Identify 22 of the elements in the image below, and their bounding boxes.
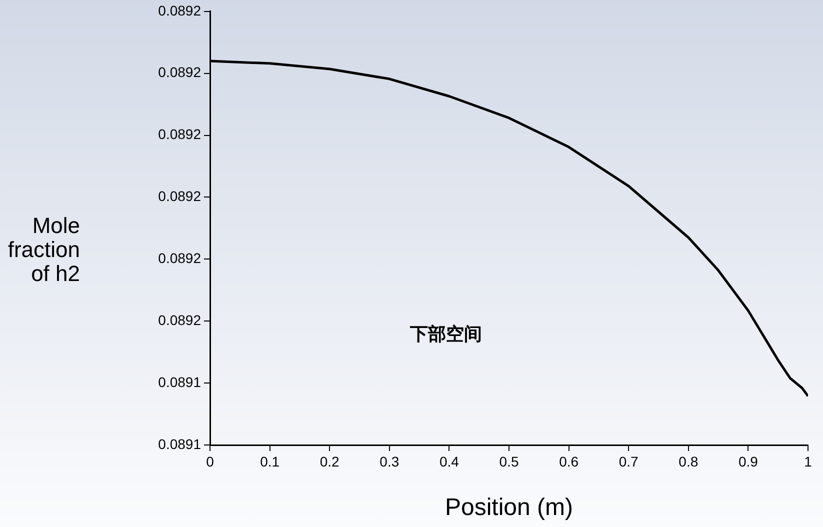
y-tick-label: 0.0891	[158, 374, 202, 390]
annotation: 下部空间	[410, 323, 482, 346]
y-tick-label: 0.0892	[158, 188, 202, 204]
y-tick-label: 0.0892	[158, 2, 202, 18]
x-tick-label: 0.8	[678, 453, 698, 470]
x-tick-label: 0.4	[439, 453, 460, 470]
y-tick-label: 0.0892	[158, 312, 202, 328]
x-tick-label: 0.1	[260, 453, 280, 470]
x-tick-label: 0.6	[559, 453, 579, 470]
y-tick-label: 0.0892	[158, 126, 202, 142]
x-tick-label: 0.7	[618, 453, 639, 470]
x-tick-label: 1	[804, 453, 812, 470]
y-tick-label: 0.0891	[158, 436, 202, 452]
x-tick-label: 0	[206, 453, 214, 470]
y-tick-label: 0.0892	[158, 250, 202, 266]
y-tick-label: 0.0892	[158, 64, 202, 80]
y-axis-title: Mole fraction of h2	[6, 213, 80, 286]
x-tick-label: 0.3	[380, 453, 400, 470]
x-tick-label: 0.5	[499, 453, 519, 470]
x-axis-title: Position (m)	[444, 494, 574, 522]
x-tick-label: 0.9	[738, 453, 758, 470]
x-tick-label: 0.2	[320, 453, 340, 470]
